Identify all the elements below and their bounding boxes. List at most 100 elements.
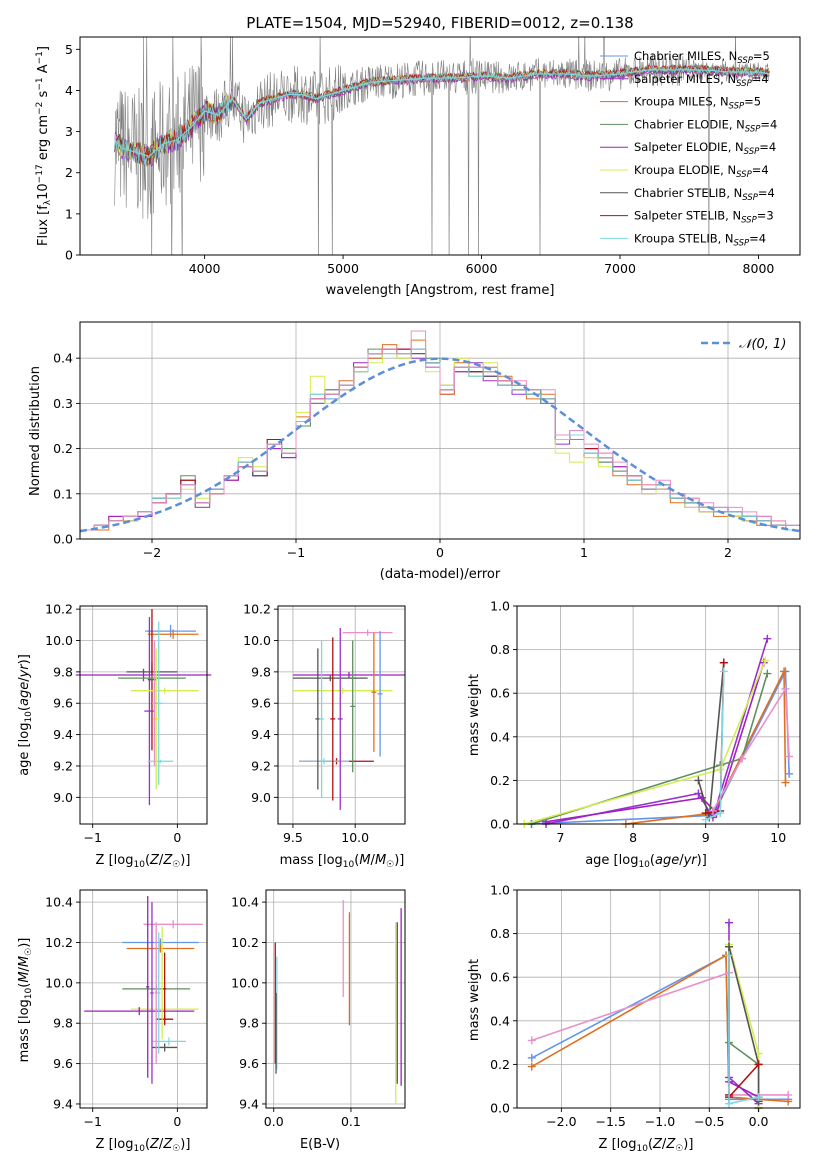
y-tick-label: 10.4: [231, 895, 259, 910]
weight-z-xlabel: Z [log10(Z/Z☉)]: [599, 1137, 694, 1154]
legend-value: =4: [749, 231, 766, 245]
panel-background: [80, 890, 207, 1108]
panel-background: [266, 890, 405, 1108]
y-tick-label: 2: [65, 165, 73, 180]
legend-entry: Chabrier STELIB, NSSP=4: [634, 186, 775, 203]
residual-ylabel: Normed distribution: [28, 366, 43, 496]
panel-frame: [265, 889, 406, 1109]
x-tick-label: 0: [173, 1114, 181, 1129]
weight-point-marker: [708, 806, 717, 815]
y-tick-label: 1: [65, 206, 73, 221]
y-tick-label: 1.0: [490, 883, 510, 898]
weight-point-marker: [716, 765, 725, 774]
legend-value: =4: [752, 72, 769, 86]
panel-background: [80, 606, 207, 824]
weight-point-marker: [527, 1053, 536, 1062]
panel-ticks: −1 0 9.0 9.2 9.4 9.6 9.8 10.0 10.2: [45, 602, 181, 845]
x-tick-label: −2: [143, 545, 161, 560]
panel-frame: [516, 605, 801, 825]
spectrum-ylabel: Flux [fλ10−17 erg cm−2 s−1 A−1]: [35, 46, 53, 246]
y-tick-label: 9.0: [251, 790, 271, 805]
weight-point-marker: [763, 634, 772, 643]
weight-age-xlabel: age [log10(age/yr)]: [585, 853, 707, 870]
residual-histogram-panel: −2 −1 0 1 2 0.0 0.1 0.2 0.3 0.4 𝒩(0, 1) (data-mod…: [28, 321, 801, 582]
y-tick-label: 3: [65, 124, 73, 139]
panel-background: [517, 890, 800, 1108]
y-tick-label: 0.8: [490, 642, 510, 657]
y-tick-label: 0.6: [490, 686, 510, 701]
weight-point-marker: [725, 951, 734, 960]
panel-ticks: 7 8 9 10 0.0 0.2 0.4 0.6 0.8 1.0: [490, 599, 786, 846]
figure-title: PLATE=1504, MJD=52940, FIBERID=0012, z=0…: [246, 14, 633, 32]
y-tick-label: 9.2: [251, 758, 271, 773]
y-tick-label: 0.2: [53, 441, 73, 456]
x-tick-label: 0: [173, 830, 181, 845]
y-tick-label: 9.6: [53, 696, 73, 711]
weight-series-line: [712, 686, 790, 812]
x-tick-label: 7000: [604, 261, 636, 276]
y-tick-label: 9.2: [53, 758, 73, 773]
weight-point-marker: [780, 667, 789, 676]
weight-point-marker: [785, 769, 794, 778]
weight-age-ylabel: mass weight: [467, 674, 482, 756]
mass-z-ylabel: mass [log10(M/M☉)]: [17, 938, 34, 1063]
x-tick-label: 8000: [743, 261, 775, 276]
x-tick-label: −1.5: [595, 1114, 625, 1129]
y-tick-label: 4: [65, 83, 73, 98]
legend-entry: Salpeter ELODIE, NSSP=4: [634, 140, 776, 157]
weight-point-marker: [737, 754, 746, 763]
y-tick-label: 9.6: [239, 1056, 259, 1071]
spectrum-legend: Chabrier MILES, NSSP=5 Salpeter MILES, NS…: [600, 49, 777, 248]
legend-value: =4: [758, 186, 775, 200]
panel-data-layer: [75, 609, 212, 806]
legend-subscript: SSP: [734, 238, 750, 248]
age-vs-metallicity-panel: −1 0 9.0 9.2 9.4 9.6 9.8 10.0 10.2: [45, 602, 212, 845]
weight-vs-metallicity-panel: −2.0 −1.5 −1.0 −0.5 0.0 0.0 0.2 0.4 0.6 0.8 1.0: [490, 883, 801, 1129]
gaussian-legend-label: 𝒩(0, 1): [739, 337, 786, 352]
y-tick-label: 9.6: [53, 1056, 73, 1071]
legend-value: =3: [757, 209, 774, 223]
y-tick-label: 0.0: [490, 817, 510, 832]
weight-point-marker: [761, 656, 770, 665]
legend-value: =4: [760, 117, 777, 131]
y-tick-label: 0.0: [490, 1101, 510, 1116]
legend-subscript: SSP: [745, 124, 761, 134]
weight-point-marker: [784, 1090, 793, 1099]
legend-subscript: SSP: [729, 102, 745, 112]
weight-point-marker: [701, 815, 710, 824]
legend-entry: Salpeter STELIB, NSSP=3: [634, 209, 774, 226]
age-z-xlabel: Z [log10(Z/Z☉)]: [96, 853, 191, 870]
gaussian-curve: [79, 357, 801, 533]
panel-data-layer: [527, 918, 793, 1112]
y-tick-label: 5: [65, 42, 73, 57]
x-tick-label: 7: [557, 830, 565, 845]
weight-point-marker: [785, 752, 794, 761]
weight-point-marker: [694, 789, 703, 798]
y-tick-label: 0: [65, 248, 73, 263]
x-tick-label: 8: [629, 830, 637, 845]
age-z-ylabel: age [log10(age/yr)]: [17, 654, 34, 776]
legend-entry: Kroupa ELODIE, NSSP=4: [634, 163, 769, 180]
panel-frame: [516, 889, 801, 1109]
panel-background: [278, 606, 405, 824]
x-tick-label: 9: [702, 830, 710, 845]
legend-subscript: SSP: [742, 193, 758, 203]
y-tick-label: 0.0: [53, 532, 73, 547]
x-tick-label: −2.0: [546, 1114, 576, 1129]
panel-data-layer: [292, 627, 405, 810]
legend-value: =5: [753, 49, 770, 63]
legend-entry: Salpeter MILES, NSSP=4: [634, 72, 769, 89]
x-tick-label: 4000: [189, 261, 221, 276]
legend-value: =4: [759, 140, 776, 154]
weight-point-marker: [719, 667, 728, 676]
residual-data-layer: [79, 330, 801, 533]
weight-z-ylabel: mass weight: [467, 959, 482, 1041]
weight-point-marker: [754, 1060, 763, 1069]
y-tick-label: 9.8: [53, 664, 73, 679]
y-tick-label: 9.8: [251, 664, 271, 679]
residual-histogram-step: [80, 330, 800, 531]
residual-frame: [79, 321, 801, 540]
residual-ticks: −2 −1 0 1 2 0.0 0.1 0.2 0.3 0.4: [53, 351, 732, 560]
model-spectrum-line: [114, 65, 770, 165]
